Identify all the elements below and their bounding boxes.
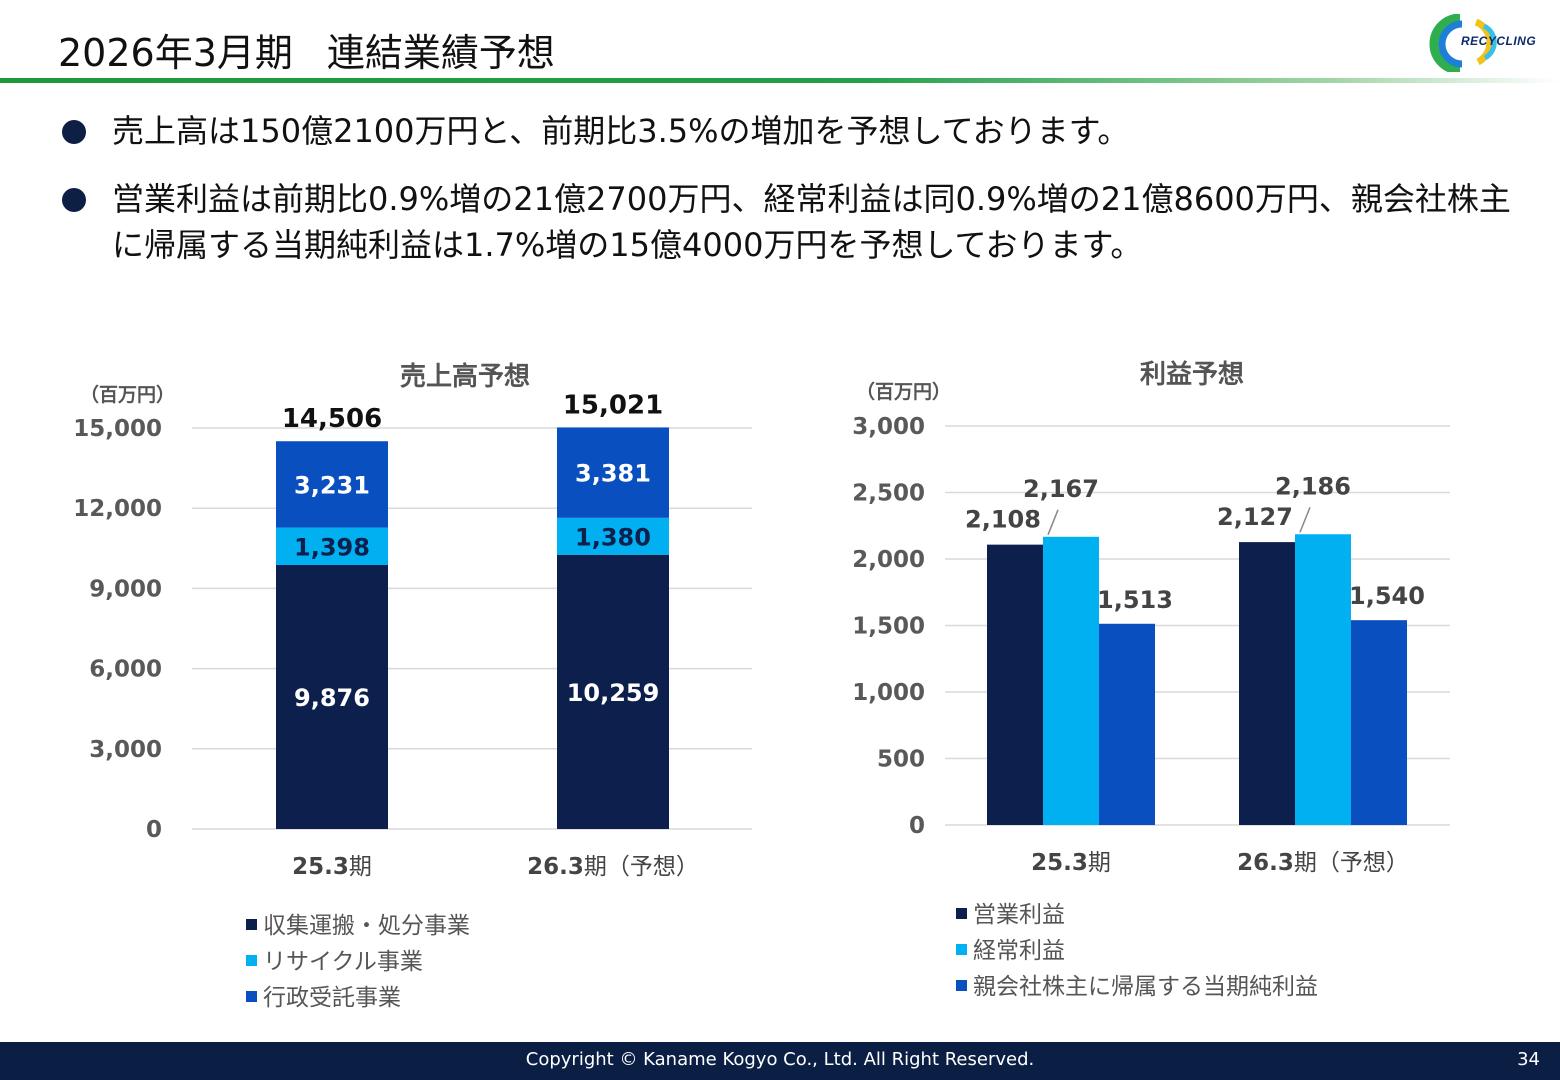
profit-chart-unit: （百万円） bbox=[856, 381, 952, 403]
y-tick-label: 2,500 bbox=[852, 481, 925, 507]
bar-segment bbox=[557, 517, 669, 555]
sales-chart-legend: 収集運搬・処分事業 リサイクル事業 行政受託事業 bbox=[246, 908, 470, 1016]
data-label: 3,231 bbox=[294, 471, 370, 499]
profit-chart: 0 500 1,000 1,500 2,000 2,500 3,000 2,108 2,167 1… bbox=[852, 414, 1450, 876]
bar bbox=[1295, 534, 1351, 825]
y-tick-label: 500 bbox=[877, 747, 925, 773]
data-label: 2,108 bbox=[965, 506, 1041, 534]
x-tick-label: 25.3期 bbox=[292, 854, 372, 880]
footer: Copyright © Kaname Kogyo Co., Ltd. All R… bbox=[0, 1042, 1560, 1080]
bullet-text: 営業利益は前期比0.9%増の21億2700万円、経常利益は同0.9%増の21億8… bbox=[112, 180, 1511, 264]
legend-item: 収集運搬・処分事業 bbox=[246, 908, 470, 944]
bar-segment bbox=[276, 564, 388, 829]
bullet-text: 売上高は150億2100万円と、前期比3.5%の増加を予想しております。 bbox=[112, 112, 1130, 150]
bar bbox=[987, 544, 1043, 825]
bar-segment bbox=[276, 527, 388, 565]
bullet-dot-icon bbox=[62, 120, 86, 144]
leader-line bbox=[1299, 506, 1311, 533]
legend-swatch-icon bbox=[246, 991, 257, 1002]
legend-item: 営業利益 bbox=[956, 897, 1318, 933]
y-tick-label: 1,000 bbox=[852, 680, 925, 706]
legend-label: リサイクル事業 bbox=[263, 949, 423, 975]
legend-label: 収集運搬・処分事業 bbox=[263, 913, 470, 939]
x-tick-label: 25.3期 bbox=[1031, 850, 1111, 876]
data-label: 1,540 bbox=[1349, 582, 1425, 610]
logo-ring-yellow bbox=[1474, 18, 1494, 66]
y-tick-label: 2,000 bbox=[852, 547, 925, 573]
x-tick-label: 26.3期（予想） bbox=[1237, 850, 1409, 876]
x-tick-label: 26.3期（予想） bbox=[527, 854, 699, 880]
y-tick-label: 1,500 bbox=[852, 614, 925, 640]
profit-chart-title: 利益予想 bbox=[1140, 360, 1245, 390]
legend-label: 営業利益 bbox=[973, 902, 1065, 928]
profit-chart-legend: 営業利益 経常利益 親会社株主に帰属する当期純利益 bbox=[956, 897, 1318, 1005]
legend-item: リサイクル事業 bbox=[246, 944, 470, 980]
bar-segment bbox=[276, 441, 388, 528]
bullet-dot-icon bbox=[62, 188, 86, 212]
copyright-text: Copyright © Kaname Kogyo Co., Ltd. All R… bbox=[525, 1049, 1035, 1070]
summary-bullets: 売上高は150億2100万円と、前期比3.5%の増加を予想しております。 営業利… bbox=[62, 108, 1522, 290]
y-tick-label: 3,000 bbox=[89, 737, 162, 763]
y-tick-label: 0 bbox=[909, 813, 925, 839]
total-label: 15,021 bbox=[563, 390, 663, 420]
bar bbox=[1239, 542, 1295, 825]
sales-chart-title: 売上高予想 bbox=[400, 362, 531, 392]
data-label: 10,259 bbox=[567, 679, 660, 707]
y-tick-label: 6,000 bbox=[89, 657, 162, 683]
y-tick-label: 3,000 bbox=[852, 414, 925, 440]
legend-label: 親会社株主に帰属する当期純利益 bbox=[973, 974, 1318, 1000]
bar-segment bbox=[557, 427, 669, 518]
logo-ring-green bbox=[1429, 14, 1461, 72]
company-logo bbox=[1429, 14, 1497, 72]
y-tick-label: 0 bbox=[146, 817, 162, 843]
leader-line bbox=[1047, 509, 1059, 536]
legend-item: 親会社株主に帰属する当期純利益 bbox=[956, 969, 1318, 1005]
bar bbox=[1043, 536, 1099, 825]
sales-chart-unit: （百万円） bbox=[80, 384, 176, 406]
y-tick-label: 12,000 bbox=[73, 496, 162, 522]
y-tick-label: 15,000 bbox=[73, 416, 162, 442]
legend-swatch-icon bbox=[956, 908, 967, 919]
logo-text: RECYCLING bbox=[1461, 34, 1537, 48]
y-tick-label: 9,000 bbox=[89, 576, 162, 602]
data-label: 2,127 bbox=[1217, 503, 1293, 531]
data-label: 9,876 bbox=[294, 684, 370, 712]
page-number: 34 bbox=[1517, 1049, 1540, 1070]
bar bbox=[1099, 623, 1155, 825]
bar bbox=[1351, 620, 1407, 825]
legend-swatch-icon bbox=[956, 944, 967, 955]
data-label: 1,398 bbox=[294, 533, 370, 561]
data-label: 2,167 bbox=[1023, 475, 1099, 503]
data-label: 1,513 bbox=[1097, 586, 1173, 614]
legend-item: 経常利益 bbox=[956, 933, 1318, 969]
page-title: 2026年3月期 連結業績予想 bbox=[58, 22, 555, 77]
legend-label: 行政受託事業 bbox=[263, 985, 401, 1011]
bullet-item: 営業利益は前期比0.9%増の21億2700万円、経常利益は同0.9%増の21億8… bbox=[62, 176, 1522, 268]
logo-ring-blue bbox=[1438, 20, 1463, 68]
title-main: 連結業績予想 bbox=[326, 31, 555, 75]
sales-chart: 0 3,000 6,000 9,000 12,000 15,000 9,876 1,398 3,… bbox=[73, 390, 752, 880]
data-label: 2,186 bbox=[1275, 472, 1351, 500]
bar-segment bbox=[557, 554, 669, 829]
title-underline bbox=[0, 78, 1560, 83]
data-label: 3,381 bbox=[575, 460, 651, 488]
legend-swatch-icon bbox=[246, 919, 257, 930]
title-period: 2026年3月期 bbox=[58, 31, 293, 75]
logo-ring-cyan bbox=[1482, 23, 1497, 61]
bullet-item: 売上高は150億2100万円と、前期比3.5%の増加を予想しております。 bbox=[62, 108, 1522, 154]
legend-label: 経常利益 bbox=[973, 938, 1065, 964]
legend-swatch-icon bbox=[246, 955, 257, 966]
total-label: 14,506 bbox=[282, 404, 382, 434]
data-label: 1,380 bbox=[575, 523, 651, 551]
legend-item: 行政受託事業 bbox=[246, 980, 470, 1016]
legend-swatch-icon bbox=[956, 980, 967, 991]
